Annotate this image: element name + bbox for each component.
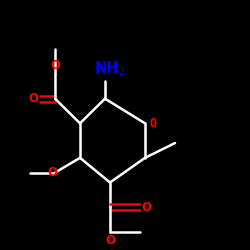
Text: NH$_2$: NH$_2$ [94,60,126,78]
Text: O: O [50,58,60,71]
Text: O: O [141,201,151,214]
Text: O: O [150,117,157,130]
Text: O: O [48,166,58,179]
Text: O: O [29,92,39,105]
Text: O: O [105,234,115,247]
